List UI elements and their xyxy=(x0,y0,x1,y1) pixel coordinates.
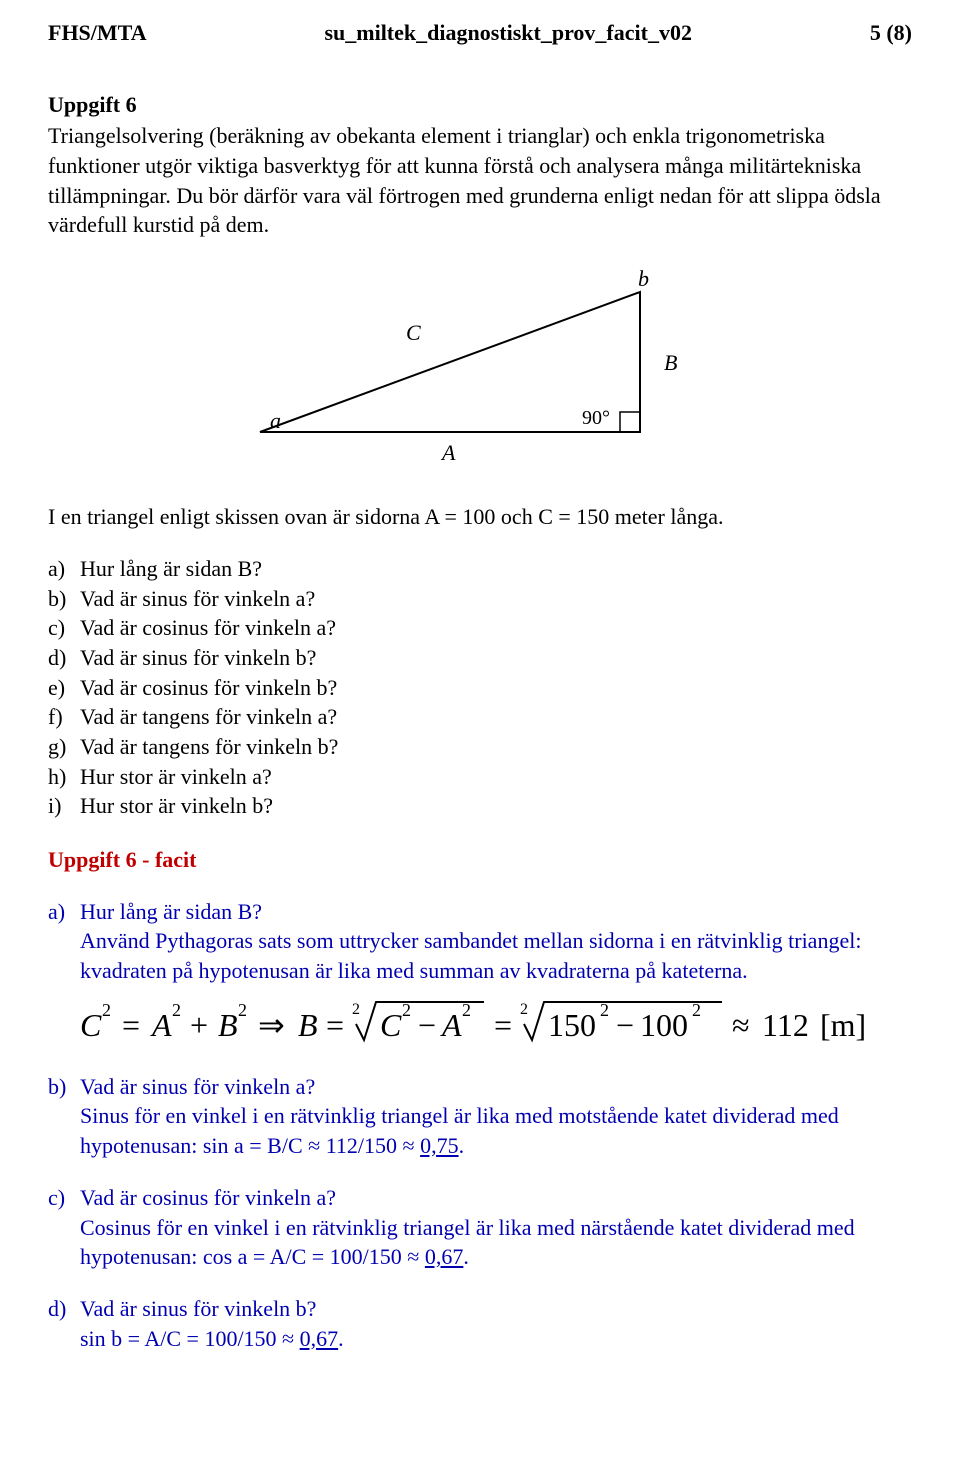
facit-item: b) Vad är sinus för vinkeln a? Sinus för… xyxy=(48,1072,912,1161)
list-text: Vad är sinus för vinkeln b? xyxy=(80,643,316,673)
list-marker: f) xyxy=(48,702,80,732)
label-b: b xyxy=(638,266,649,291)
facit-q-text: Hur lång är sidan B? xyxy=(80,897,262,927)
label-A: A xyxy=(440,440,456,465)
svg-text:−: − xyxy=(616,1007,634,1043)
svg-text:2: 2 xyxy=(238,1000,247,1020)
list-marker: g) xyxy=(48,732,80,762)
facit-marker: a) xyxy=(48,897,80,927)
svg-text:2: 2 xyxy=(402,1000,411,1020)
facit-explanation: sin b = A/C = 100/150 ≈ 0,67. xyxy=(48,1324,912,1354)
facit-answer: 0,67 xyxy=(300,1326,339,1351)
facit-expl-post: . xyxy=(459,1133,465,1158)
svg-text:B: B xyxy=(218,1007,238,1043)
task-intro: Triangelsolvering (beräkning av obekanta… xyxy=(48,121,912,240)
svg-text:C: C xyxy=(380,1007,402,1043)
facit-marker: c) xyxy=(48,1183,80,1213)
svg-text:2: 2 xyxy=(172,1000,181,1020)
svg-text:2: 2 xyxy=(692,1000,701,1020)
svg-text:100: 100 xyxy=(640,1007,688,1043)
list-item: c)Vad är cosinus för vinkeln a? xyxy=(48,613,912,643)
list-item: d)Vad är sinus för vinkeln b? xyxy=(48,643,912,673)
svg-text:2: 2 xyxy=(600,1000,609,1020)
list-item: g)Vad är tangens för vinkeln b? xyxy=(48,732,912,762)
list-item: h)Hur stor är vinkeln a? xyxy=(48,762,912,792)
facit-expl-post: . xyxy=(338,1326,344,1351)
svg-text:2: 2 xyxy=(462,1000,471,1020)
list-item: f)Vad är tangens för vinkeln a? xyxy=(48,702,912,732)
question-list: a)Hur lång är sidan B? b)Vad är sinus fö… xyxy=(48,554,912,821)
list-marker: h) xyxy=(48,762,80,792)
list-text: Vad är tangens för vinkeln a? xyxy=(80,702,337,732)
facit-q-text: Vad är cosinus för vinkeln a? xyxy=(80,1183,336,1213)
list-marker: d) xyxy=(48,643,80,673)
header-page: 5 (8) xyxy=(870,18,912,48)
svg-text:A: A xyxy=(150,1007,172,1043)
facit-q-text: Vad är sinus för vinkeln a? xyxy=(80,1072,315,1102)
label-C: C xyxy=(406,320,421,345)
facit-explanation: Sinus för en vinkel i en rätvinklig tria… xyxy=(48,1101,912,1160)
facit-item: c) Vad är cosinus för vinkeln a? Cosinus… xyxy=(48,1183,912,1272)
list-text: Hur lång är sidan B? xyxy=(80,554,262,584)
svg-text:B: B xyxy=(298,1007,318,1043)
facit-title: Uppgift 6 - facit xyxy=(48,845,912,875)
svg-text:2: 2 xyxy=(520,1001,528,1018)
facit-answer: 0,75 xyxy=(420,1133,459,1158)
svg-text:≈: ≈ xyxy=(732,1007,750,1043)
svg-text:C: C xyxy=(80,1007,102,1043)
label-90deg: 90° xyxy=(582,407,610,429)
list-text: Vad är cosinus för vinkeln b? xyxy=(80,673,337,703)
svg-text:2: 2 xyxy=(352,1001,360,1018)
page-header: FHS/MTA su_miltek_diagnostiskt_prov_faci… xyxy=(48,18,912,48)
facit-expl-pre: sin b = A/C = 100/150 ≈ xyxy=(80,1326,300,1351)
facit-item: a) Hur lång är sidan B? Använd Pythagora… xyxy=(48,897,912,1050)
facit-question: d) Vad är sinus för vinkeln b? xyxy=(48,1294,912,1324)
list-marker: b) xyxy=(48,584,80,614)
svg-text:[m]: [m] xyxy=(820,1007,866,1043)
svg-text:=: = xyxy=(326,1007,344,1043)
pythagoras-equation: C 2 = A 2 + B 2 ⇒ B = 2 C 2 − A xyxy=(48,994,912,1050)
facit-question: b) Vad är sinus för vinkeln a? xyxy=(48,1072,912,1102)
svg-text:112: 112 xyxy=(762,1007,809,1043)
facit-question: c) Vad är cosinus för vinkeln a? xyxy=(48,1183,912,1213)
facit-question: a) Hur lång är sidan B? xyxy=(48,897,912,927)
list-marker: e) xyxy=(48,673,80,703)
facit-answer: 0,67 xyxy=(425,1244,464,1269)
list-item: e)Vad är cosinus för vinkeln b? xyxy=(48,673,912,703)
label-B: B xyxy=(664,350,677,375)
list-item: a)Hur lång är sidan B? xyxy=(48,554,912,584)
facit-item: d) Vad är sinus för vinkeln b? sin b = A… xyxy=(48,1294,912,1353)
list-text: Vad är tangens för vinkeln b? xyxy=(80,732,338,762)
list-text: Hur stor är vinkeln b? xyxy=(80,791,273,821)
label-a: a xyxy=(270,408,281,433)
list-marker: a) xyxy=(48,554,80,584)
svg-text:=: = xyxy=(494,1007,512,1043)
header-center: su_miltek_diagnostiskt_prov_facit_v02 xyxy=(147,18,870,48)
facit-explanation: Använd Pythagoras sats som uttrycker sam… xyxy=(48,926,912,985)
list-text: Vad är cosinus för vinkeln a? xyxy=(80,613,336,643)
given-text: I en triangel enligt skissen ovan är sid… xyxy=(48,502,912,532)
svg-text:−: − xyxy=(418,1007,436,1043)
svg-text:=: = xyxy=(122,1007,140,1043)
facit-marker: d) xyxy=(48,1294,80,1324)
facit-expl-post: . xyxy=(463,1244,469,1269)
list-marker: i) xyxy=(48,791,80,821)
triangle-figure: b a C B A 90° xyxy=(48,262,912,472)
task-title: Uppgift 6 xyxy=(48,90,912,120)
list-text: Hur stor är vinkeln a? xyxy=(80,762,272,792)
list-item: i)Hur stor är vinkeln b? xyxy=(48,791,912,821)
list-item: b)Vad är sinus för vinkeln a? xyxy=(48,584,912,614)
list-marker: c) xyxy=(48,613,80,643)
facit-marker: b) xyxy=(48,1072,80,1102)
svg-text:A: A xyxy=(440,1007,462,1043)
svg-text:+: + xyxy=(190,1007,208,1043)
facit-q-text: Vad är sinus för vinkeln b? xyxy=(80,1294,316,1324)
svg-text:⇒: ⇒ xyxy=(258,1007,285,1043)
list-text: Vad är sinus för vinkeln a? xyxy=(80,584,315,614)
header-left: FHS/MTA xyxy=(48,18,147,48)
svg-text:150: 150 xyxy=(548,1007,596,1043)
facit-explanation: Cosinus för en vinkel i en rätvinklig tr… xyxy=(48,1213,912,1272)
svg-text:2: 2 xyxy=(102,1000,111,1020)
